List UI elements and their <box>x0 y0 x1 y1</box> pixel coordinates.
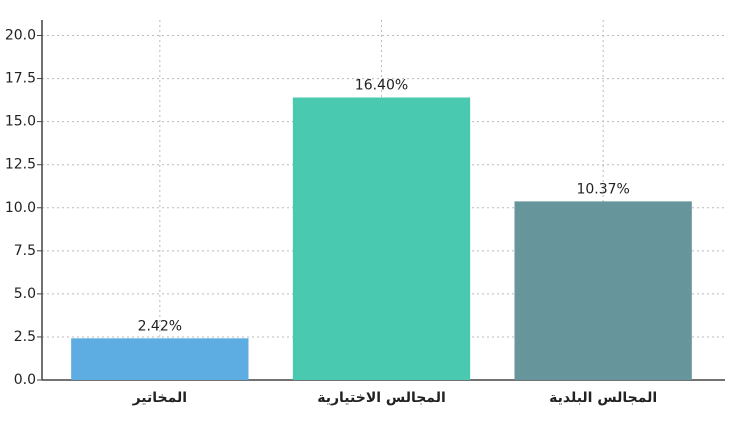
bar <box>292 97 471 380</box>
y-tick-label: 17.5 <box>5 71 36 87</box>
y-tick-label: 15.0 <box>5 114 36 130</box>
bar <box>514 201 692 380</box>
y-tick-label: 5.0 <box>14 286 36 302</box>
x-tick-label: المجالس البلدية <box>549 390 657 406</box>
value-label: 16.40% <box>355 78 408 94</box>
x-tick-label: المجالس الاختيارية <box>317 390 446 406</box>
value-label: 10.37% <box>576 181 629 197</box>
y-tick-label: 20.0 <box>5 28 36 44</box>
value-label: 2.42% <box>138 318 182 334</box>
y-tick-label: 7.5 <box>14 243 36 259</box>
y-tick-label: 10.0 <box>5 200 36 216</box>
y-tick-label: 0.0 <box>14 372 36 388</box>
y-tick-label: 12.5 <box>5 157 36 173</box>
bar <box>71 338 249 380</box>
x-tick-label: المخاتير <box>132 390 187 406</box>
y-tick-label: 2.5 <box>14 329 36 345</box>
